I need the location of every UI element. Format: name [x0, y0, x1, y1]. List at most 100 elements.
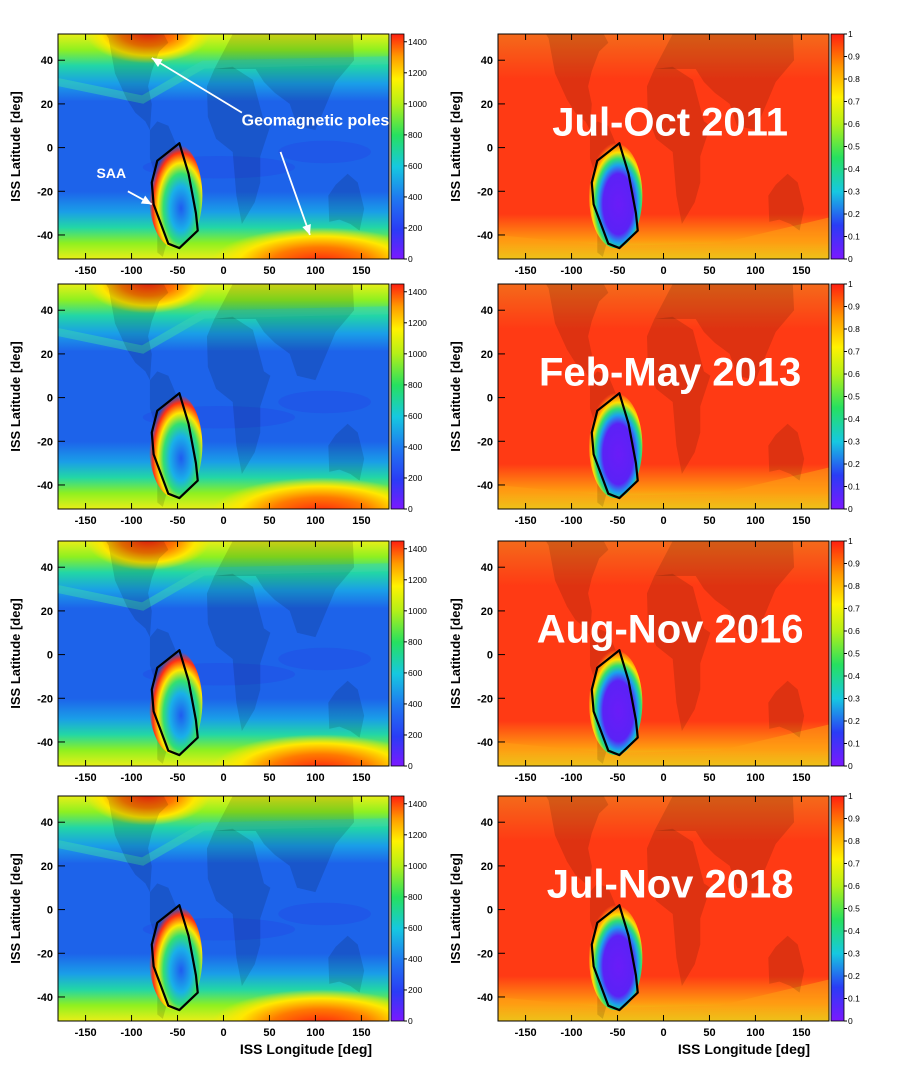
- period-label: Feb-May 2013: [539, 350, 801, 394]
- x-tick-label: -100: [121, 772, 143, 784]
- colorbar: [390, 540, 405, 767]
- continent-shape: [105, 796, 169, 893]
- x-tick-label: 100: [746, 772, 764, 784]
- colorbar-tick-label: 400: [408, 699, 422, 709]
- x-tick-label: 150: [792, 515, 810, 527]
- y-axis-label: ISS Latitude [deg]: [448, 853, 463, 964]
- y-tick-label: 40: [481, 55, 493, 67]
- x-tick-label: 100: [746, 1027, 764, 1039]
- continent-shape: [206, 573, 271, 732]
- x-tick-label: 100: [306, 515, 324, 527]
- x-tick-label: -100: [561, 265, 583, 277]
- colorbar-tick-label: 0.4: [848, 164, 860, 174]
- livetime-south-band: [498, 979, 829, 1021]
- y-tick-label: 0: [47, 393, 53, 405]
- colorbar-tick-label: 1400: [408, 287, 427, 297]
- colorbar-tick-label: 600: [408, 668, 422, 678]
- x-tick-label: -150: [515, 1027, 537, 1039]
- colorbar-tick-label: 0: [848, 761, 853, 771]
- continent-shape: [768, 423, 805, 481]
- colorbar-tick-label: 0.5: [848, 649, 860, 659]
- continent-shape: [328, 680, 365, 738]
- colorbar-tick-label: 0.5: [848, 904, 860, 914]
- colorbar-tick-label: 0: [408, 504, 413, 514]
- period-label: Aug-Nov 2016: [537, 607, 804, 651]
- colorbar-tick-label: 200: [408, 730, 422, 740]
- panel-livetime-2016: -150 -100 -50 0 50 100 150 40 20 0 -20 -40 ISS Latit…: [448, 536, 860, 784]
- x-tick-label: -100: [121, 1027, 143, 1039]
- continent-shape: [768, 680, 805, 738]
- colorbar-tick-label: 0.9: [848, 814, 860, 824]
- saa-region: [149, 143, 203, 249]
- y-tick-label: -20: [477, 693, 493, 705]
- geomagnetic-band: [58, 818, 389, 866]
- colorbar-tick-label: 800: [408, 380, 422, 390]
- colorbar-tick-label: 0.2: [848, 971, 860, 981]
- colorbar-tick-label: 0.1: [848, 994, 860, 1004]
- annotation-arrowhead: [140, 195, 152, 205]
- x-axis-label-right: ISS Longitude [deg]: [678, 1041, 810, 1057]
- continent-shape: [545, 34, 609, 131]
- x-tick-label: 50: [703, 1027, 715, 1039]
- colorbar-tick-label: 400: [408, 442, 422, 452]
- x-tick-label: 150: [352, 265, 370, 277]
- colorbar-tick-label: 0: [848, 504, 853, 514]
- plot-area: [498, 796, 829, 1021]
- x-tick-label: 0: [220, 772, 226, 784]
- x-tick-label: -50: [170, 515, 186, 527]
- x-axis-label-left: ISS Longitude [deg]: [240, 1041, 372, 1057]
- y-tick-label: 20: [41, 99, 53, 111]
- period-label: Jul-Oct 2011: [552, 100, 788, 144]
- x-tick-label: -150: [75, 1027, 97, 1039]
- continent-shape: [214, 284, 355, 381]
- x-tick-label: 0: [220, 1027, 226, 1039]
- saa-contour: [150, 649, 199, 757]
- y-axis-label: ISS Latitude [deg]: [8, 91, 23, 202]
- x-tick-label: -150: [75, 265, 97, 277]
- continent-shape: [105, 541, 169, 638]
- x-tick-label: -50: [610, 265, 626, 277]
- x-tick-label: 150: [792, 772, 810, 784]
- saa-region: [589, 393, 643, 499]
- x-tick-label: 150: [352, 515, 370, 527]
- saa-contour: [150, 904, 199, 1012]
- y-tick-label: -40: [37, 230, 53, 242]
- y-tick-label: 20: [481, 349, 493, 361]
- y-tick-label: 20: [481, 606, 493, 618]
- colorbar-tick-label: 0: [408, 1016, 413, 1026]
- colorbar-tick-label: 0.1: [848, 232, 860, 242]
- saa-region: [149, 650, 203, 756]
- y-tick-label: 0: [487, 905, 493, 917]
- colorbar-tick-label: 0.2: [848, 459, 860, 469]
- colorbar-tick-label: 0.4: [848, 671, 860, 681]
- south-pole-hotspot: [211, 477, 389, 509]
- x-tick-label: -50: [170, 772, 186, 784]
- low-rate-band: [278, 902, 371, 926]
- y-tick-label: 20: [41, 861, 53, 873]
- x-tick-label: 50: [263, 515, 275, 527]
- colorbar-tick-label: 0: [848, 254, 853, 264]
- colorbar-tick-label: 0.6: [848, 119, 860, 129]
- low-rate-band: [278, 140, 371, 164]
- plot-area: [58, 796, 389, 1021]
- colorbar-tick-label: 1: [848, 791, 853, 801]
- colorbar-tick-label: 0.1: [848, 739, 860, 749]
- colorbar: [830, 283, 845, 510]
- background-field: [498, 34, 829, 259]
- y-tick-label: -40: [37, 992, 53, 1004]
- plot-area: [58, 34, 389, 259]
- y-tick-label: 40: [41, 305, 53, 317]
- x-tick-label: -150: [75, 515, 97, 527]
- colorbar-tick-label: 600: [408, 161, 422, 171]
- colorbar: [830, 33, 845, 260]
- north-pole-hotspot: [85, 796, 211, 826]
- y-tick-label: -40: [477, 230, 493, 242]
- y-tick-label: 40: [41, 817, 53, 829]
- y-tick-label: 40: [41, 55, 53, 67]
- colorbar-tick-label: 200: [408, 985, 422, 995]
- y-axis-label: ISS Latitude [deg]: [8, 341, 23, 452]
- x-tick-label: -50: [170, 1027, 186, 1039]
- colorbar-tick-label: 0.4: [848, 414, 860, 424]
